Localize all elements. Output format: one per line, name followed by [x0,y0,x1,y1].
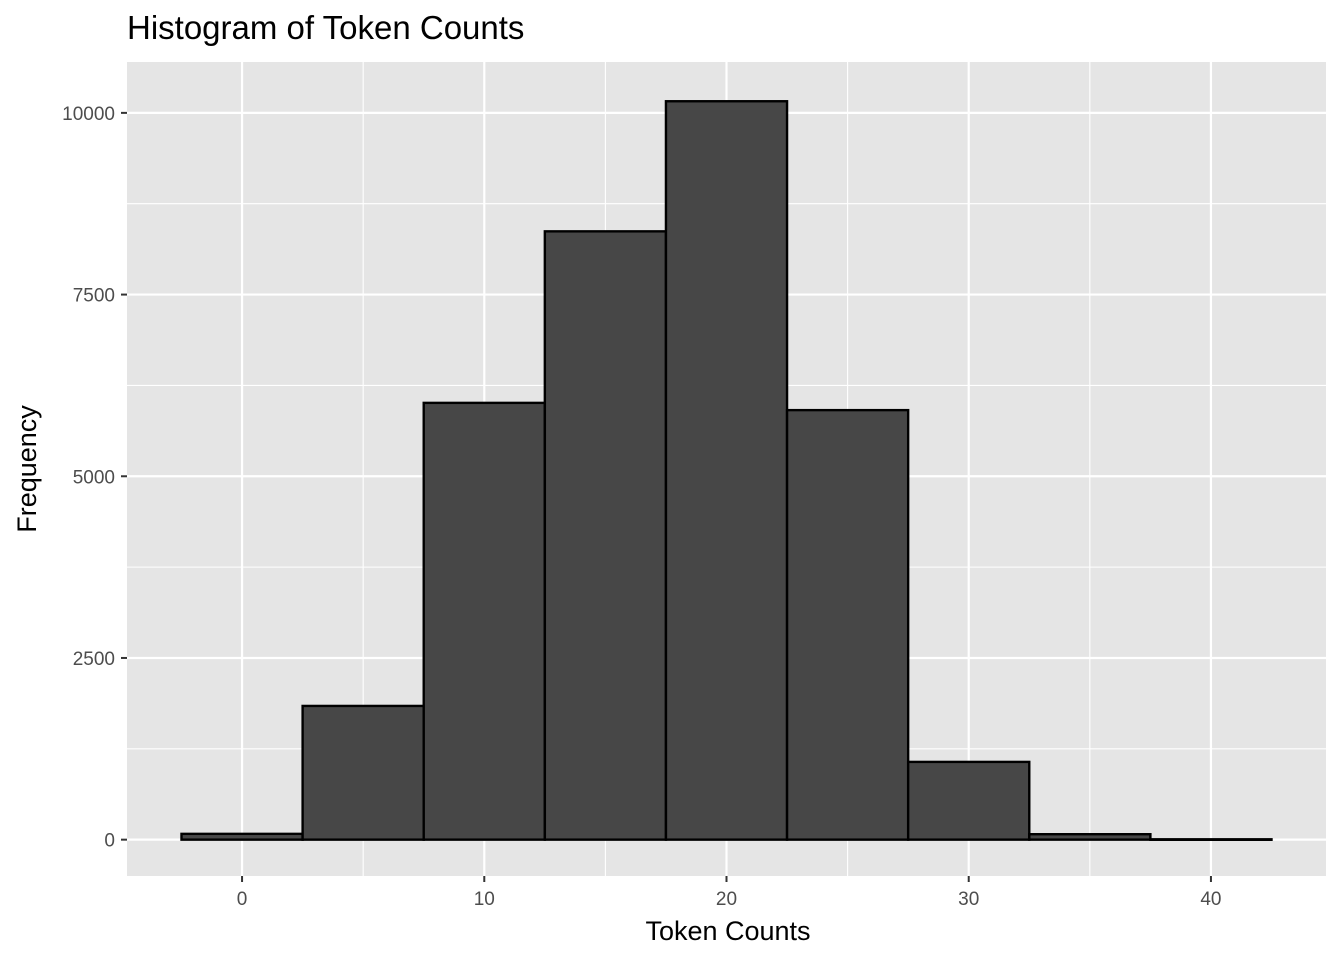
histogram-bar-5 [785,408,910,841]
y-tick-label: 10000 [62,104,115,125]
histogram-bar-4 [664,100,789,841]
y-tick-label: 2500 [73,649,115,670]
histogram-bar-1 [301,704,425,841]
chart-title: Histogram of Token Counts [127,9,524,46]
x-tick-label: 40 [1200,889,1221,910]
y-tick-label: 5000 [73,467,115,488]
histogram-bar-8 [1149,838,1273,841]
x-axis-ticks: 0 10 20 30 40 [237,876,1222,910]
histogram-bar-6 [906,760,1031,841]
x-tick-label: 10 [474,889,495,910]
y-tick-label: 0 [104,831,115,852]
y-axis-title: Frequency [12,405,42,533]
y-axis-ticks: 0 2500 5000 7500 10000 [62,104,127,852]
histogram-bar-3 [543,230,668,841]
histogram-bars [180,100,1273,841]
x-axis-title: Token Counts [645,916,810,946]
x-tick-label: 20 [716,889,737,910]
histogram-bar-0 [180,832,304,841]
x-tick-label: 0 [237,889,248,910]
y-tick-label: 7500 [73,286,115,307]
x-tick-label: 30 [958,889,979,910]
histogram-bar-7 [1028,833,1152,841]
histogram-bar-2 [422,401,547,841]
